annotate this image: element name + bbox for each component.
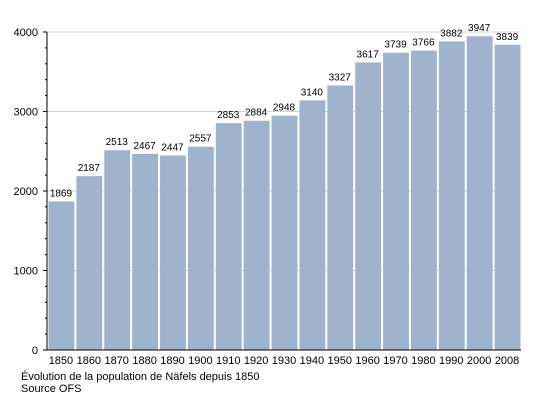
- data-label: 2447: [161, 142, 184, 153]
- bars: [48, 36, 521, 351]
- x-tick-label: 2008: [495, 355, 519, 367]
- x-tick-label: 1860: [77, 355, 101, 367]
- bar: [494, 44, 521, 350]
- x-tick-label: 1940: [300, 355, 324, 367]
- bar: [160, 155, 186, 350]
- data-label: 2948: [273, 103, 296, 114]
- bar: [243, 120, 270, 350]
- data-label: 3739: [384, 40, 407, 51]
- data-label: 3947: [468, 23, 491, 34]
- y-tick-label: 4000: [14, 27, 38, 39]
- bar: [299, 100, 326, 351]
- data-label: 2853: [217, 110, 240, 121]
- data-label: 3617: [357, 49, 380, 60]
- data-label: 2513: [106, 137, 129, 148]
- y-tick-label: 1000: [14, 266, 38, 278]
- bar: [215, 123, 242, 351]
- bar: [410, 50, 437, 351]
- data-label: 2467: [133, 141, 156, 152]
- data-label: 2884: [245, 108, 268, 119]
- x-tick-label: 1930: [272, 355, 296, 367]
- x-tick-label: 2000: [467, 355, 491, 367]
- y-tick-label: 2000: [14, 186, 38, 198]
- bar: [48, 201, 75, 350]
- bar: [187, 146, 214, 350]
- bar: [383, 52, 409, 350]
- x-tick-labels: 1850 1860 1870 1880 1890 1900 1910 1920 1930 1940…: [49, 355, 520, 367]
- x-tick-label: 1880: [132, 355, 156, 367]
- axes: [43, 31, 521, 351]
- x-tick-label: 1950: [328, 355, 352, 367]
- chart-caption: Évolution de la population de Näfels dep…: [21, 371, 260, 383]
- x-tick-label: 1900: [188, 355, 212, 367]
- data-label: 3327: [329, 73, 352, 84]
- data-label: 3839: [496, 32, 519, 43]
- y-tick-label: 0: [32, 345, 38, 357]
- bar: [271, 115, 298, 350]
- x-tick-label: 1980: [411, 355, 435, 367]
- data-label: 3882: [440, 28, 463, 39]
- bar: [327, 85, 354, 350]
- x-tick-label: 1850: [49, 355, 73, 367]
- bar: [438, 41, 465, 350]
- x-tick-label: 1970: [383, 355, 407, 367]
- x-tick-label: 1910: [216, 355, 240, 367]
- data-label: 1869: [50, 188, 73, 199]
- data-label: 2557: [189, 134, 212, 145]
- y-tick-label: 3000: [14, 107, 38, 119]
- x-tick-label: 1990: [439, 355, 463, 367]
- bar: [132, 153, 159, 350]
- data-label: 3766: [412, 38, 435, 49]
- y-tick-labels: 0 1000 2000 3000 4000: [14, 27, 38, 357]
- data-label: 3140: [301, 87, 324, 98]
- data-label: 2187: [78, 163, 101, 174]
- bar: [355, 62, 382, 351]
- x-tick-label: 1920: [244, 355, 268, 367]
- x-tick-label: 1960: [355, 355, 379, 367]
- x-tick-label: 1890: [160, 355, 184, 367]
- bar: [104, 150, 131, 350]
- bar: [466, 36, 493, 350]
- bar: [76, 176, 103, 350]
- chart-source: Source OFS: [21, 383, 82, 395]
- data-labels: 1869 2187 2513 2467 2447 2557 2853 2884 2948 3140…: [50, 23, 519, 199]
- x-tick-label: 1870: [104, 355, 128, 367]
